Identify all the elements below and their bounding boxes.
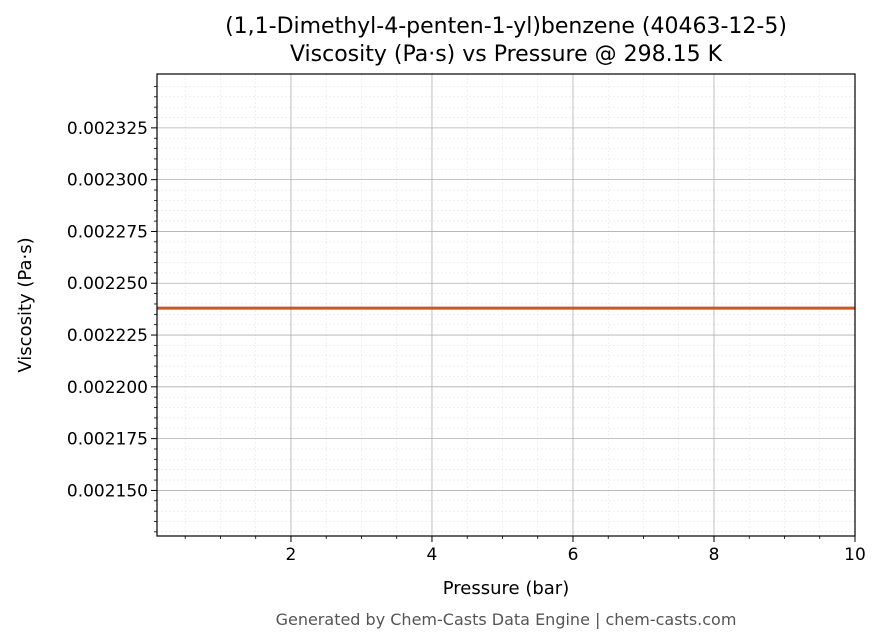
y-axis-label: Viscosity (Pa·s) bbox=[15, 237, 36, 372]
x-axis-label: Pressure (bar) bbox=[443, 578, 569, 599]
x-tick-label: 6 bbox=[568, 545, 579, 565]
y-tick-label: 0.002250 bbox=[67, 274, 148, 294]
y-tick-label: 0.002275 bbox=[67, 222, 148, 242]
y-tick-label: 0.002300 bbox=[67, 171, 148, 191]
x-tick-label: 4 bbox=[427, 545, 438, 565]
footer-credit: Generated by Chem-Casts Data Engine | ch… bbox=[276, 610, 737, 629]
minor-grid bbox=[157, 74, 855, 536]
major-grid bbox=[157, 74, 856, 536]
y-tick-label: 0.002325 bbox=[67, 119, 148, 139]
axis-ticks bbox=[151, 86, 856, 542]
y-tick-label: 0.002200 bbox=[67, 378, 148, 398]
x-tick-label: 2 bbox=[286, 545, 297, 565]
tick-labels: 2 4 6 8 10 0.002150 0.002175 0.002200 0.002225 0.… bbox=[67, 119, 866, 565]
x-tick-label: 10 bbox=[844, 545, 866, 565]
y-tick-label: 0.002225 bbox=[67, 326, 148, 346]
chart-title-line2: Viscosity (Pa·s) vs Pressure @ 298.15 K bbox=[290, 42, 723, 67]
y-tick-label: 0.002150 bbox=[67, 481, 148, 501]
y-tick-label: 0.002175 bbox=[67, 430, 148, 450]
plot-frame bbox=[156, 73, 856, 537]
x-tick-label: 8 bbox=[709, 545, 720, 565]
chart-title-line1: (1,1-Dimethyl-4-penten-1-yl)benzene (404… bbox=[225, 14, 787, 39]
